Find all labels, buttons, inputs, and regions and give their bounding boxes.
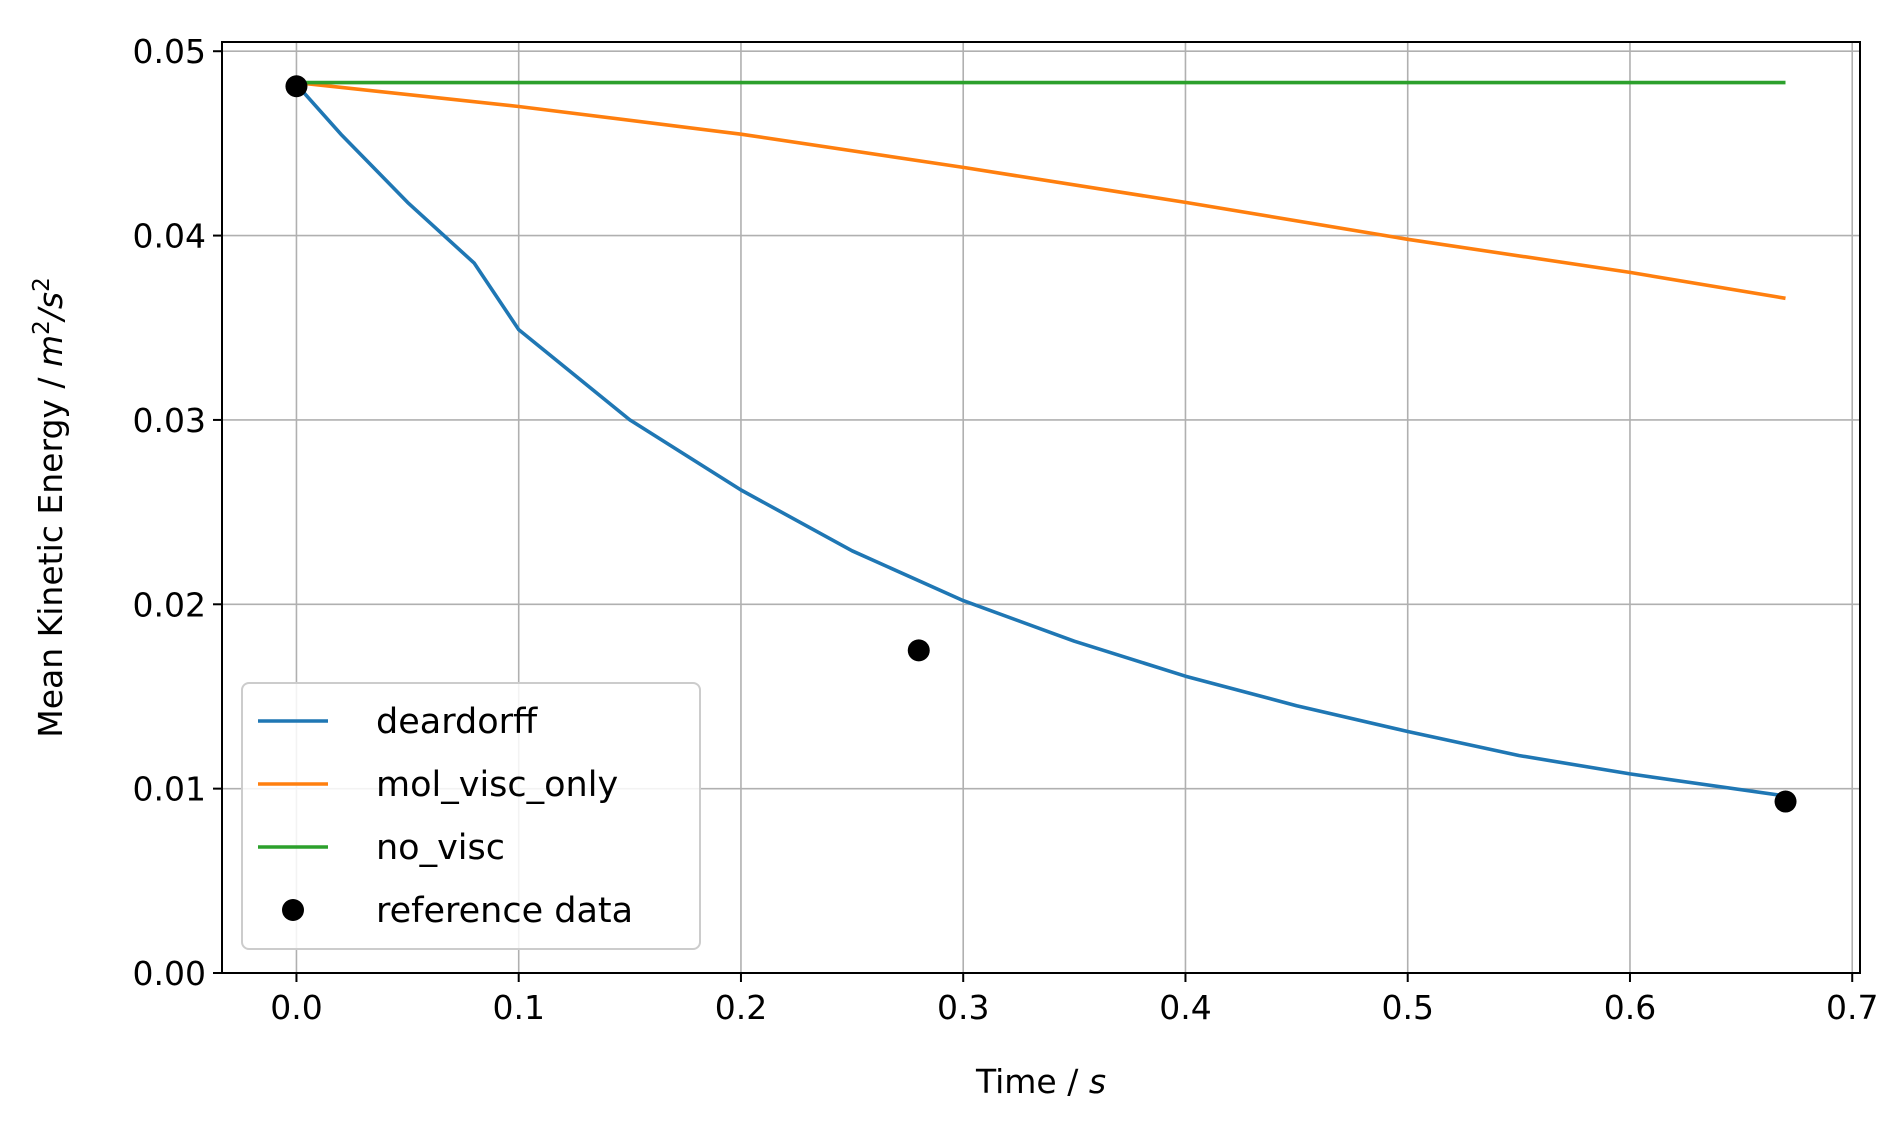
legend-box xyxy=(241,682,701,950)
legend-swatch-reference-data xyxy=(282,899,304,921)
grid xyxy=(222,42,1860,974)
x-tick-label: 0.4 xyxy=(1159,988,1211,1027)
x-tick-label: 0.7 xyxy=(1826,988,1878,1027)
x-tick-label: 0.6 xyxy=(1604,988,1656,1027)
x-tick-label: 0.2 xyxy=(715,988,767,1027)
x-tick-label: 0.3 xyxy=(937,988,989,1027)
y-tick-label: 0.00 xyxy=(133,954,206,993)
data-point-reference-data xyxy=(285,75,308,98)
y-tick-label: 0.05 xyxy=(133,32,206,71)
y-tick-label: 0.03 xyxy=(133,401,206,440)
legend-label-deardorff: deardorff xyxy=(376,702,538,742)
legend-label-reference-data: reference data xyxy=(376,891,633,931)
x-tick-label: 0.5 xyxy=(1381,988,1433,1027)
legend-label-mol-visc-only: mol_visc_only xyxy=(376,765,618,805)
series-layer xyxy=(285,75,1797,813)
y-tick-label: 0.01 xyxy=(133,770,206,809)
y-tick-label: 0.02 xyxy=(133,585,206,624)
data-point-reference-data xyxy=(1774,790,1797,813)
legend-label-no-visc: no_visc xyxy=(376,828,505,868)
series-line-deardorff xyxy=(295,83,1786,798)
legend: deardorff mol_visc_only no_visc reference d… xyxy=(241,682,701,950)
series-line-mol-visc-only xyxy=(296,80,1786,301)
ticks: 0.0 0.1 0.2 0.3 0.4 0.5 0.6 0.7 0.00 0.01 0.02 0.03… xyxy=(133,32,1879,1027)
y-tick-label: 0.04 xyxy=(133,217,206,256)
data-point-reference-data xyxy=(907,639,930,662)
x-tick-label: 0.1 xyxy=(492,988,544,1027)
plot-frame xyxy=(221,41,1861,974)
y-axis-label: Mean Kinetic Energy / m2/s2 xyxy=(29,277,70,738)
x-tick-label: 0.0 xyxy=(270,988,322,1027)
x-axis-label: Time / s xyxy=(975,1062,1106,1101)
